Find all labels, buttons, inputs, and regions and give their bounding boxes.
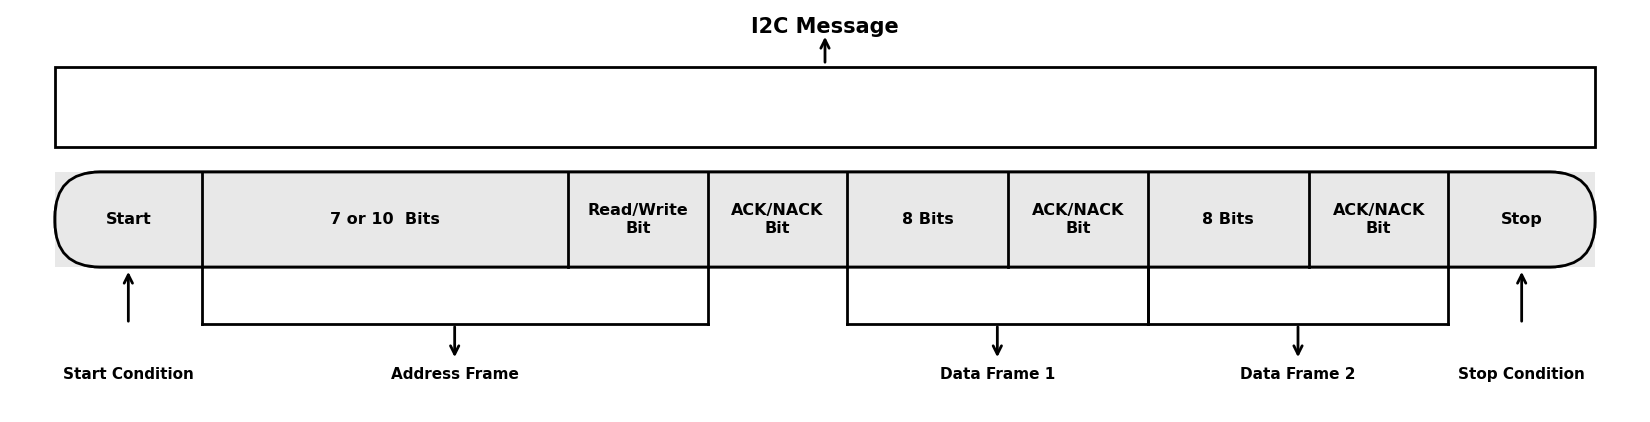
Text: Address Frame: Address Frame (391, 367, 518, 382)
FancyBboxPatch shape (54, 172, 1596, 267)
Text: Stop: Stop (1502, 212, 1543, 227)
Text: I2C Message: I2C Message (751, 17, 899, 37)
Bar (54, 67, 1596, 147)
Bar (846, 172, 1008, 267)
Text: 7 or 10  Bits: 7 or 10 Bits (330, 212, 441, 227)
Bar (1308, 172, 1449, 267)
Bar (568, 172, 708, 267)
Bar (1148, 172, 1308, 267)
Bar (708, 172, 846, 267)
Bar (54, 172, 201, 267)
Text: Read/Write
Bit: Read/Write Bit (587, 203, 688, 236)
Text: 8 Bits: 8 Bits (1203, 212, 1254, 227)
Text: ACK/NACK
Bit: ACK/NACK Bit (1031, 203, 1124, 236)
Text: Data Frame 2: Data Frame 2 (1241, 367, 1356, 382)
Text: Stop Condition: Stop Condition (1459, 367, 1586, 382)
Bar (1008, 172, 1148, 267)
Bar (1449, 172, 1596, 267)
Text: ACK/NACK
Bit: ACK/NACK Bit (731, 203, 823, 236)
Text: ACK/NACK
Bit: ACK/NACK Bit (1333, 203, 1426, 236)
Text: Start: Start (106, 212, 152, 227)
Text: 8 Bits: 8 Bits (903, 212, 954, 227)
Text: Data Frame 1: Data Frame 1 (940, 367, 1054, 382)
Bar (201, 172, 568, 267)
Text: Start Condition: Start Condition (63, 367, 193, 382)
